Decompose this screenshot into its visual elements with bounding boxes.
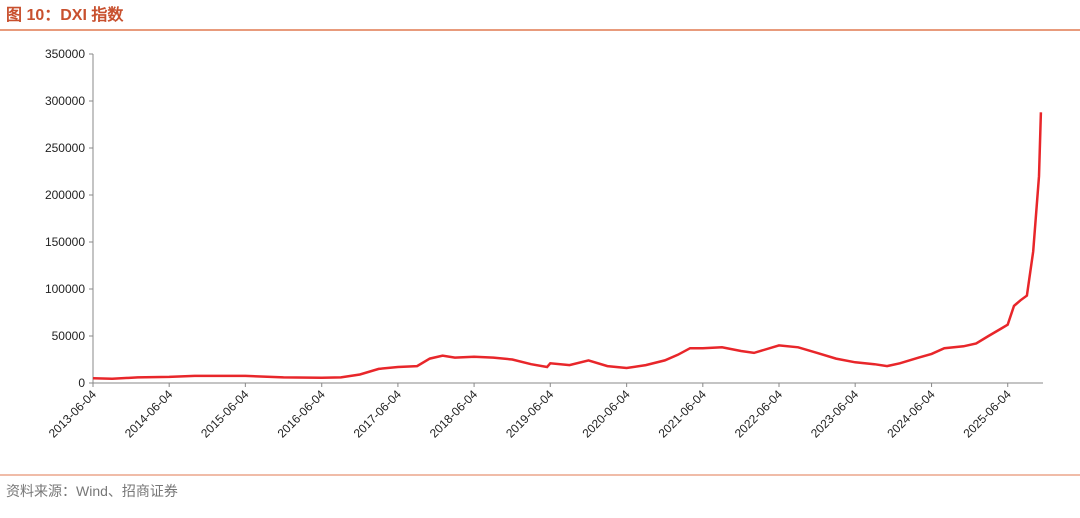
data-line bbox=[92, 112, 1043, 381]
x-tick-label: 2023-06-04 bbox=[808, 387, 862, 441]
x-tick-label: 2022-06-04 bbox=[732, 387, 786, 441]
y-tick-label: 350000 bbox=[45, 47, 85, 61]
y-tick-label: 100000 bbox=[45, 282, 85, 296]
y-tick-label: 50000 bbox=[52, 329, 86, 343]
y-tick-label: 250000 bbox=[45, 141, 85, 155]
x-tick-label: 2020-06-04 bbox=[579, 387, 633, 441]
x-tick-label: 2024-06-04 bbox=[884, 387, 938, 441]
x-tick-label: 2017-06-04 bbox=[351, 387, 405, 441]
x-tick-label: 2014-06-04 bbox=[122, 387, 176, 441]
y-tick-label: 150000 bbox=[45, 235, 85, 249]
x-tick-label: 2013-06-04 bbox=[46, 387, 100, 441]
x-tick-label: 2018-06-04 bbox=[427, 387, 481, 441]
x-tick-label: 2015-06-04 bbox=[198, 387, 252, 441]
source: 资料来源：Wind、招商证券 bbox=[6, 483, 178, 499]
x-tick-label: 2021-06-04 bbox=[656, 387, 710, 441]
y-tick-label: 0 bbox=[78, 376, 85, 390]
x-tick-label: 2025-06-04 bbox=[961, 387, 1015, 441]
y-tick-label: 200000 bbox=[45, 188, 85, 202]
x-tick-label: 2019-06-04 bbox=[503, 387, 557, 441]
figure-title: 图 10：DXI 指数 bbox=[6, 5, 124, 24]
y-tick-label: 300000 bbox=[45, 94, 85, 108]
x-tick-label: 2016-06-04 bbox=[275, 387, 329, 441]
